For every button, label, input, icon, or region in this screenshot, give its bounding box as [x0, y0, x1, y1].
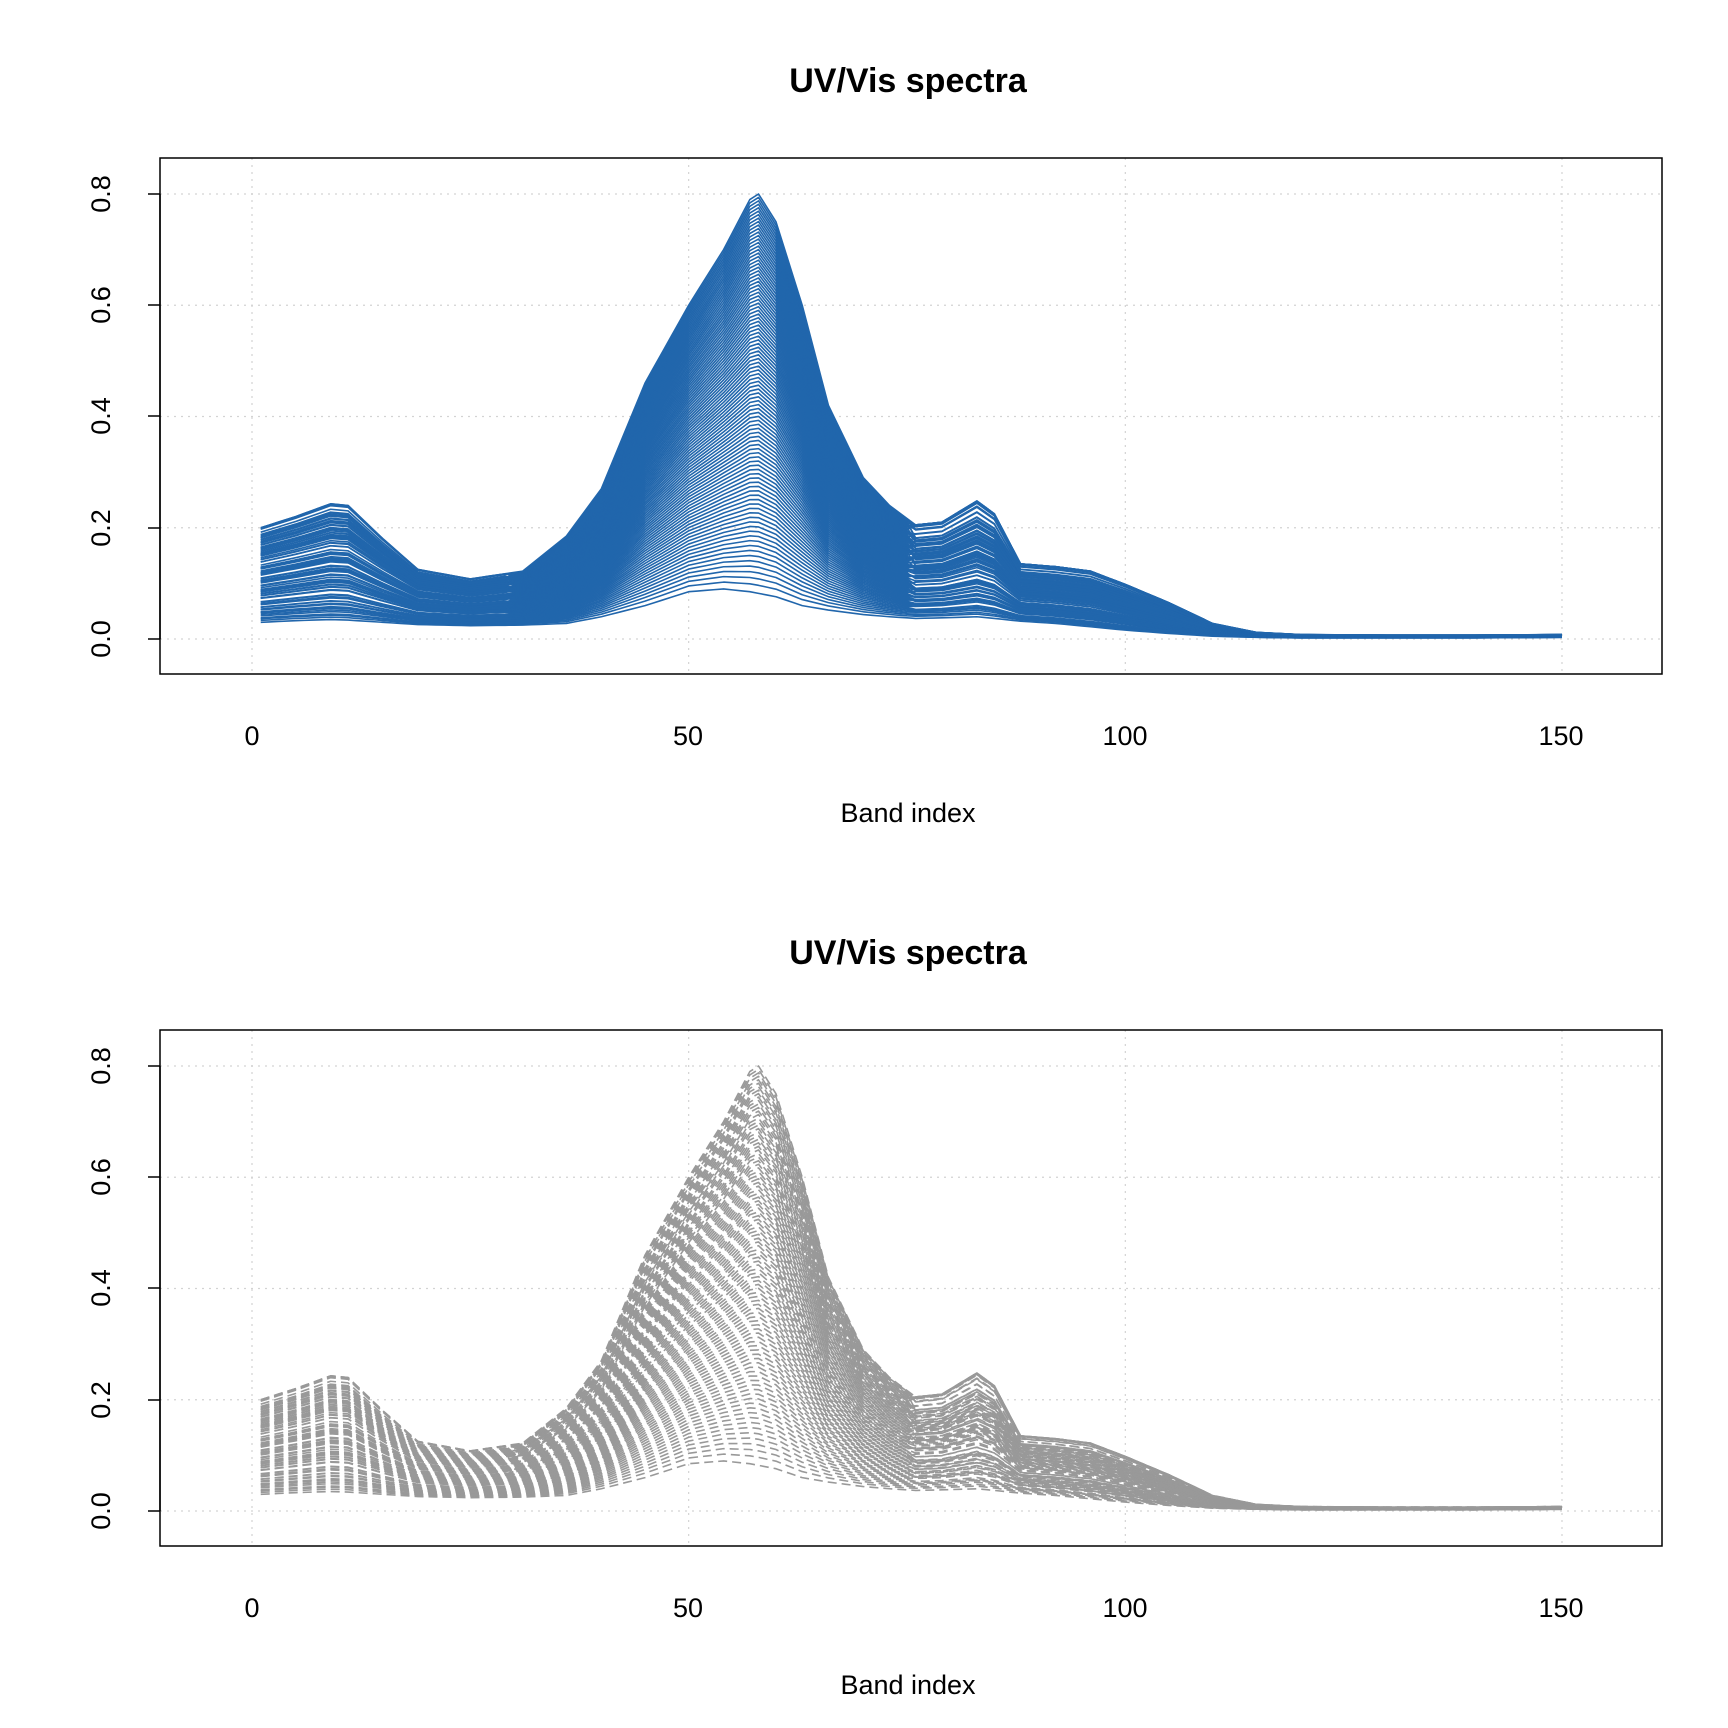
x-axis-2: 0 50 100 150 Band index: [244, 1593, 1583, 1700]
y-axis-2: 0.0 0.2 0.4 0.6 0.8: [86, 1047, 161, 1530]
spectrum-line: [260, 1188, 1562, 1509]
y-tick-label: 0.4: [86, 397, 116, 435]
spectrum-line: [260, 1233, 1562, 1510]
spectrum-line: [260, 1379, 1562, 1511]
spectrum-line: [260, 1397, 1562, 1511]
x-tick-label: 150: [1538, 721, 1583, 751]
x-tick-label: 0: [244, 721, 259, 751]
chart-panel-1: UV/Vis spectra 0.0 0.2 0.4 0.6 0.8 0 50 …: [86, 62, 1663, 828]
y-tick-label: 0.4: [86, 1269, 116, 1307]
spectrum-line: [260, 1315, 1562, 1510]
gridlines-2: [160, 1030, 1662, 1546]
y-tick-label: 0.6: [86, 1158, 116, 1196]
y-tick-label: 0.2: [86, 509, 116, 547]
y-tick-label: 0.6: [86, 286, 116, 324]
spectrum-line: [260, 1196, 1562, 1509]
x-tick-label: 50: [673, 721, 703, 751]
spectrum-line: [260, 1065, 1562, 1508]
spectrum-line: [260, 1353, 1562, 1510]
x-tick-label: 0: [244, 1593, 259, 1623]
y-tick-label: 0.2: [86, 1381, 116, 1419]
spectrum-line: [260, 1214, 1562, 1509]
spectrum-line: [260, 1416, 1562, 1511]
chart-title-1: UV/Vis spectra: [789, 62, 1028, 100]
x-tick-label: 150: [1538, 1593, 1583, 1623]
spectrum-line: [260, 1366, 1562, 1510]
series-group-2: [260, 1065, 1562, 1511]
y-tick-label: 0.0: [86, 1492, 116, 1530]
chart-panel-2: UV/Vis spectra 0.0 0.2 0.4 0.6 0.8 0 50 …: [86, 934, 1663, 1700]
x-tick-label: 50: [673, 1593, 703, 1623]
gridlines-1: [160, 158, 1662, 674]
x-axis-1: 0 50 100 150 Band index: [244, 721, 1583, 828]
x-axis-title-2: Band index: [840, 1670, 976, 1700]
y-tick-label: 0.8: [86, 175, 116, 213]
y-tick-label: 0.0: [86, 620, 116, 658]
series-group-1: [260, 193, 1562, 639]
spectrum-line: [260, 1170, 1562, 1509]
spectrum-line: [260, 1159, 1562, 1509]
y-tick-label: 0.8: [86, 1047, 116, 1085]
y-axis-1: 0.0 0.2 0.4 0.6 0.8: [86, 175, 161, 658]
x-axis-title-1: Band index: [840, 798, 976, 828]
spectrum-line: [260, 193, 1562, 636]
x-tick-label: 100: [1102, 721, 1147, 751]
x-tick-label: 100: [1102, 1593, 1147, 1623]
chart-title-2: UV/Vis spectra: [789, 934, 1028, 972]
